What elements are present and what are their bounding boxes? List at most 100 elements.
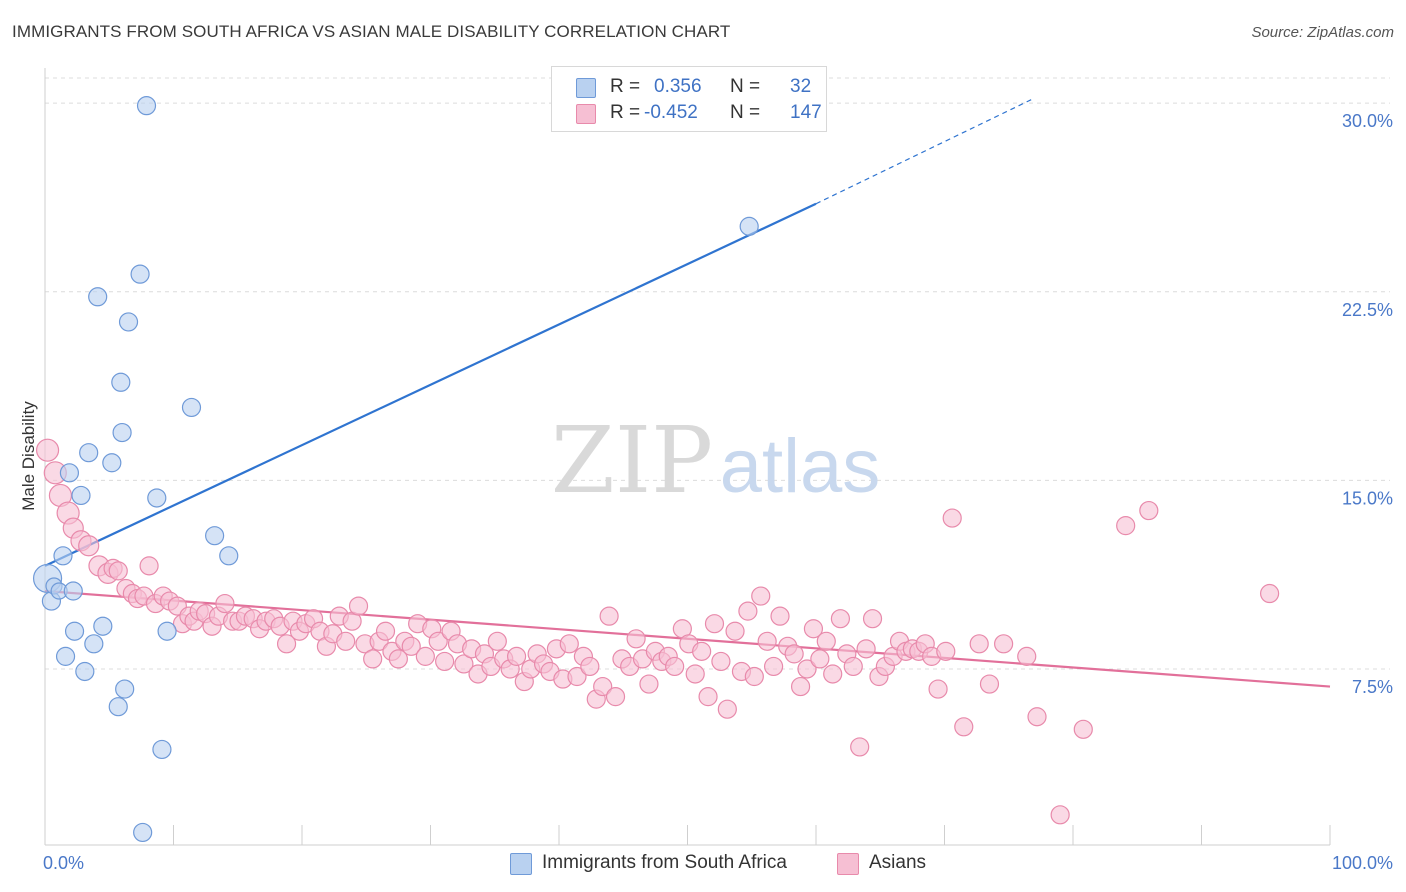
point-asians: [928, 679, 948, 699]
tick-labels: 7.5% 15.0% 22.5% 30.0% 0.0% 100.0%: [43, 111, 1393, 873]
y-tick-label: 22.5%: [1342, 300, 1393, 320]
legend-swatch-blue: [576, 78, 596, 98]
series-swatch-pink: [837, 853, 859, 875]
point-south-africa: [157, 621, 177, 641]
stats-legend: R = 0.356 N = 32 R = -0.452 N = 147: [551, 66, 827, 132]
point-south-africa: [88, 287, 108, 307]
point-asians: [725, 621, 745, 641]
point-asians: [559, 634, 579, 654]
point-south-africa: [133, 822, 153, 843]
watermark: ZIP atlas: [551, 407, 880, 514]
point-asians: [685, 664, 705, 684]
point-asians: [1139, 500, 1159, 521]
point-south-africa: [739, 216, 759, 236]
point-asians: [1027, 707, 1047, 727]
legend-r-value: -0.452: [644, 102, 698, 123]
point-asians: [506, 646, 527, 666]
point-south-africa: [130, 264, 150, 284]
trend-line-south-africa: [44, 202, 817, 567]
legend-n-value: 32: [790, 76, 812, 97]
point-asians: [797, 659, 817, 679]
point-asians: [757, 631, 777, 651]
source-label: Source: ZipAtlas.com: [1251, 24, 1394, 41]
point-asians: [348, 596, 369, 616]
point-asians: [936, 641, 956, 661]
point-south-africa: [118, 312, 139, 332]
point-south-africa: [152, 739, 172, 760]
point-asians: [942, 508, 962, 528]
point-asians: [665, 656, 685, 677]
point-asians: [1017, 646, 1037, 666]
point-asians: [763, 656, 784, 677]
point-south-africa: [219, 546, 239, 566]
point-asians: [1073, 719, 1093, 739]
y-tick-label: 30.0%: [1342, 111, 1393, 131]
point-asians: [363, 649, 383, 669]
point-asians: [803, 619, 824, 639]
point-south-africa: [102, 453, 122, 473]
point-asians: [78, 535, 100, 557]
x-tick-label: 100.0%: [1332, 853, 1393, 873]
series-label: Asians: [869, 852, 927, 873]
watermark-zip: ZIP: [551, 407, 713, 514]
point-south-africa: [112, 422, 132, 443]
legend-r-value: 0.356: [654, 76, 702, 97]
point-asians: [784, 644, 804, 664]
point-south-africa: [53, 546, 73, 566]
point-asians: [1050, 805, 1070, 825]
point-asians: [639, 674, 659, 694]
point-asians: [850, 737, 870, 757]
watermark-atlas: atlas: [720, 424, 881, 509]
point-asians: [856, 639, 876, 659]
chart-title: IMMIGRANTS FROM SOUTH AFRICA VS ASIAN MA…: [12, 22, 731, 41]
point-south-africa: [75, 661, 95, 682]
point-asians: [979, 674, 1000, 694]
point-asians: [751, 586, 771, 606]
point-south-africa: [115, 679, 135, 699]
point-asians: [108, 561, 128, 581]
point-asians: [994, 634, 1014, 654]
point-south-africa: [181, 397, 202, 418]
point-asians: [1116, 516, 1136, 536]
point-asians: [626, 629, 646, 649]
point-asians: [711, 651, 731, 672]
point-asians: [1260, 583, 1280, 604]
point-asians: [790, 676, 811, 697]
legend-r-label: R =: [610, 102, 641, 123]
point-asians: [428, 631, 448, 651]
legend-n-label: N =: [730, 76, 761, 97]
point-asians: [593, 676, 613, 697]
data-points: [32, 96, 1280, 843]
legend-n-label: N =: [730, 102, 761, 123]
point-asians: [770, 606, 790, 626]
point-asians: [567, 666, 587, 687]
point-asians: [35, 438, 60, 462]
point-asians: [823, 664, 843, 684]
point-south-africa: [64, 621, 85, 641]
point-asians: [692, 641, 712, 661]
point-asians: [336, 631, 356, 651]
legend-r-label: R =: [610, 76, 641, 97]
point-south-africa: [59, 463, 80, 483]
point-south-africa: [205, 526, 225, 546]
point-asians: [599, 606, 619, 626]
legend-n-value: 147: [790, 102, 822, 123]
point-south-africa: [147, 488, 167, 508]
trend-line-south-africa-extension: [815, 97, 1035, 205]
series-swatch-blue: [510, 853, 532, 875]
point-south-africa: [55, 646, 76, 666]
point-asians: [843, 656, 863, 677]
point-south-africa: [79, 443, 99, 463]
series-label: Immigrants from South Africa: [542, 852, 787, 873]
point-asians: [830, 609, 851, 629]
y-tick-label: 15.0%: [1342, 488, 1393, 508]
point-asians: [738, 601, 758, 621]
point-asians: [415, 646, 435, 666]
y-tick-label: 7.5%: [1352, 677, 1393, 697]
point-asians: [435, 651, 455, 672]
point-south-africa: [84, 634, 104, 654]
legend-swatch-pink: [576, 104, 596, 124]
point-south-africa: [108, 697, 128, 717]
trend-lines: [44, 97, 1331, 688]
